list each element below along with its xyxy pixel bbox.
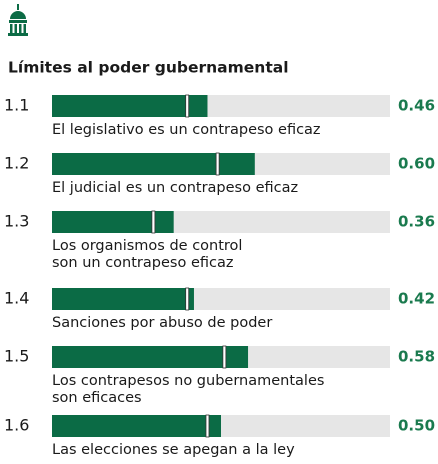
value-label: 0.60 [398,155,435,173]
bar [52,95,208,117]
row-number: 1.4 [4,289,29,308]
row-label: son eficaces [52,390,142,406]
value-label: 0.42 [398,290,435,308]
marker [185,287,190,311]
value-label: 0.46 [398,97,435,115]
row-number: 1.5 [4,347,29,366]
bar [52,415,221,437]
row-label: Sanciones por abuso de poder [52,315,272,331]
bar [52,211,174,233]
row-number: 1.6 [4,416,29,435]
value-label: 0.36 [398,213,435,231]
bar [52,288,194,310]
marker [205,414,210,438]
capitol-icon [8,4,28,36]
value-label: 0.58 [398,348,435,366]
marker [222,345,227,369]
row-number: 1.2 [4,154,29,173]
row-label: Los organismos de control [52,238,242,254]
row-number: 1.1 [4,96,29,115]
value-label: 0.50 [398,417,435,435]
row-number: 1.3 [4,212,29,231]
bar [52,153,255,175]
row-label: Las elecciones se apegan a la ley [52,442,295,458]
bar [52,346,249,368]
row-label: Los contrapesos no gubernamentales [52,373,324,389]
chart-title: Límites al poder gubernamental [8,59,289,77]
row-label: son un contrapeso eficaz [52,255,233,271]
marker [151,210,156,234]
row-label: El legislativo es un contrapeso eficaz [52,122,321,138]
row-label: El judicial es un contrapeso eficaz [52,180,298,196]
marker [185,94,190,118]
marker [215,152,220,176]
